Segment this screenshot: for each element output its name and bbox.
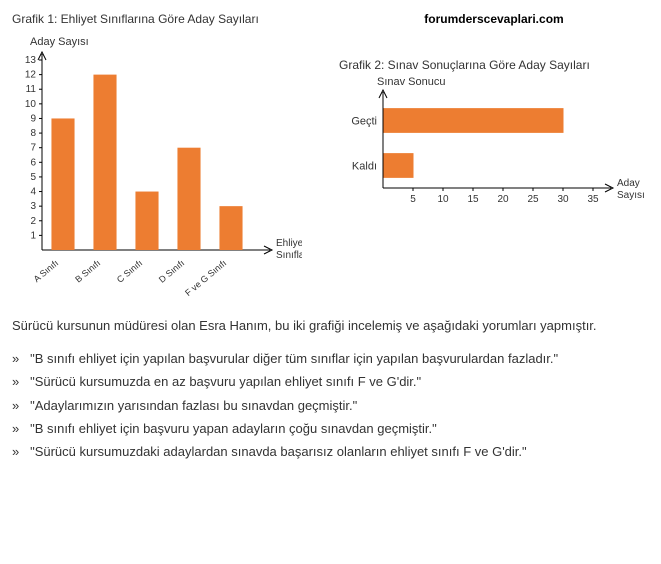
svg-text:A Sınıfı: A Sınıfı [32,258,61,284]
charts-row: Grafik 1: Ehliyet Sınıflarına Göre Aday … [12,12,649,298]
svg-text:1: 1 [30,230,36,241]
bullet-item: "B sınıfı ehliyet için yapılan başvurula… [12,347,649,370]
svg-text:4: 4 [30,187,36,198]
svg-text:13: 13 [25,55,37,66]
svg-text:Geçti: Geçti [351,116,377,128]
svg-text:3: 3 [30,201,36,212]
body-section: Sürücü kursunun müdüresi olan Esra Hanım… [12,316,649,464]
svg-text:8: 8 [30,128,36,139]
bullet-item: "Adaylarımızın yarısından fazlası bu sın… [12,394,649,417]
svg-text:10: 10 [437,194,449,205]
svg-text:20: 20 [497,194,509,205]
chart1-plot: 12345678910111213A SınıfıB SınıfıC Sınıf… [12,48,331,298]
bullet-item: "Sürücü kursumuzda en az başvuru yapılan… [12,370,649,393]
svg-text:11: 11 [26,84,37,95]
svg-text:9: 9 [30,113,36,124]
svg-text:B Sınıfı: B Sınıfı [73,258,102,285]
bullet-list: "B sınıfı ehliyet için yapılan başvurula… [12,347,649,464]
chart2-plot: 5 10 15 20 25 30 35 Geçti Kaldı AdaySayısı [339,88,649,218]
svg-text:12: 12 [25,70,37,81]
svg-text:15: 15 [467,194,479,205]
chart1-container: Grafik 1: Ehliyet Sınıflarına Göre Aday … [12,12,331,298]
chart2-ylabel: Sınav Sonucu [377,76,649,88]
svg-text:Sınıfları: Sınıfları [276,250,302,261]
chart1-ylabel: Aday Sayısı [30,36,331,48]
watermark: forumderscevaplari.com [424,12,563,26]
svg-text:7: 7 [30,143,36,154]
svg-text:5: 5 [30,172,36,183]
svg-text:D Sınıfı: D Sınıfı [157,258,186,285]
svg-text:Aday: Aday [617,178,640,189]
svg-text:5: 5 [410,194,416,205]
svg-text:F ve G Sınıfı: F ve G Sınıfı [183,258,228,298]
svg-text:2: 2 [30,216,36,227]
svg-text:Sayısı: Sayısı [617,190,645,201]
bullet-item: "Sürücü kursumuzdaki adaylardan sınavda … [12,440,649,463]
svg-text:10: 10 [25,99,37,110]
svg-text:Ehliyet: Ehliyet [276,238,302,249]
chart2-container: forumderscevaplari.com Grafik 2: Sınav S… [339,12,649,298]
svg-text:6: 6 [30,157,36,168]
chart2-caption: Grafik 2: Sınav Sonuçlarına Göre Aday Sa… [339,58,649,72]
bullet-item: "B sınıfı ehliyet için başvuru yapan ada… [12,417,649,440]
chart1-caption: Grafik 1: Ehliyet Sınıflarına Göre Aday … [12,12,331,26]
svg-text:35: 35 [587,194,599,205]
svg-text:30: 30 [557,194,569,205]
svg-text:Kaldı: Kaldı [352,161,377,173]
svg-text:C Sınıfı: C Sınıfı [115,258,144,285]
intro-paragraph: Sürücü kursunun müdüresi olan Esra Hanım… [12,316,649,337]
svg-text:25: 25 [527,194,539,205]
